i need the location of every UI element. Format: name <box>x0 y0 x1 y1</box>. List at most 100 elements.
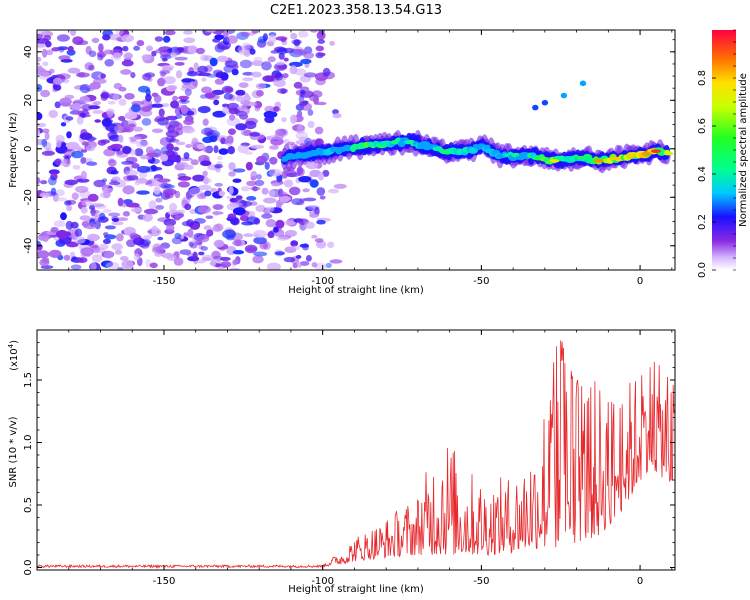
noise-cell <box>185 144 192 148</box>
noise-cell <box>262 75 275 82</box>
noise-cell <box>235 195 243 200</box>
noise-cell <box>276 61 285 66</box>
noise-cell <box>186 71 198 77</box>
noise-cell <box>283 256 296 263</box>
noise-cell <box>218 190 226 197</box>
signal-band <box>280 130 674 174</box>
noise-cell <box>176 141 186 146</box>
noise-cell <box>219 256 231 261</box>
noise-cell <box>317 39 326 44</box>
noise-cell <box>133 253 140 261</box>
noise-cell <box>151 128 164 134</box>
noise-cell <box>267 206 275 212</box>
x-tick-label: 0 <box>637 576 643 587</box>
noise-cell <box>313 95 319 105</box>
noise-cell <box>188 242 195 247</box>
noise-cell <box>134 148 144 157</box>
noise-cell <box>161 64 175 70</box>
noise-cell <box>120 256 129 261</box>
noise-cell <box>189 187 203 196</box>
noise-cell <box>322 169 330 177</box>
noise-cell <box>261 187 269 195</box>
noise-cell <box>50 187 57 196</box>
noise-cell <box>37 33 43 39</box>
noise-cell <box>233 168 246 173</box>
noise-cell <box>232 259 239 265</box>
noise-cell <box>290 114 297 124</box>
noise-cell <box>275 72 284 81</box>
noise-cell <box>126 174 139 181</box>
noise-cell <box>176 209 186 215</box>
noise-cell <box>212 69 224 76</box>
y-tick-label: 1.0 <box>23 435 34 451</box>
noise-cell <box>280 88 287 94</box>
noise-cell <box>145 258 151 268</box>
noise-cell <box>271 182 281 187</box>
x-tick-label: -50 <box>473 276 489 287</box>
noise-cell <box>55 134 65 144</box>
noise-cell <box>121 60 134 67</box>
noise-cell <box>202 118 209 126</box>
noise-cell <box>192 174 206 182</box>
noise-cell <box>88 64 95 71</box>
noise-cell <box>232 178 242 183</box>
noise-cell <box>243 233 254 238</box>
noise-cell <box>80 247 94 256</box>
noise-cell <box>48 249 62 258</box>
noise-cell <box>76 178 90 183</box>
noise-cell <box>310 30 318 33</box>
noise-cell <box>255 82 267 90</box>
noise-cell <box>235 89 246 96</box>
noise-cell <box>303 221 315 229</box>
noise-cell <box>128 136 142 141</box>
noise-cell <box>70 30 77 36</box>
noise-cell <box>90 203 105 208</box>
noise-cell <box>201 77 207 82</box>
noise-cell <box>184 203 192 211</box>
noise-cell <box>132 126 143 132</box>
noise-cell <box>155 197 163 203</box>
noise-cell <box>290 32 298 40</box>
noise-cell <box>184 164 194 170</box>
top-y-ticks: 40 20 0 -20 -40 <box>23 39 675 271</box>
noise-cell <box>80 253 91 258</box>
noise-cell <box>136 190 150 195</box>
noise-cell <box>186 110 195 116</box>
noise-cell <box>244 120 257 130</box>
noise-cell <box>130 149 137 157</box>
noise-cell <box>292 48 306 56</box>
noise-cell <box>190 159 199 166</box>
noise-cell <box>255 90 264 97</box>
noise-cell <box>105 261 120 270</box>
noise-cell <box>121 160 134 165</box>
noise-cell <box>204 92 216 99</box>
noise-cell <box>198 251 205 256</box>
noise-cell <box>98 43 104 53</box>
noise-cell <box>220 137 226 145</box>
noise-cell <box>63 154 72 159</box>
colorbar-tick-label: 0.2 <box>697 214 708 230</box>
colorbar-tick-label: 0.0 <box>697 262 708 278</box>
noise-cell <box>183 152 190 160</box>
noise-cell <box>197 65 209 74</box>
noise-cell <box>48 109 58 119</box>
noise-cell <box>142 73 152 81</box>
noise-cell <box>131 163 140 169</box>
noise-cell <box>181 83 190 89</box>
noise-cell <box>79 83 91 94</box>
noise-cell <box>200 160 212 167</box>
noise-cell <box>183 118 195 126</box>
noise-cell <box>283 57 289 62</box>
noise-cell <box>124 93 135 100</box>
top-y-axis-label: Frequency (Hz) <box>8 112 19 188</box>
noise-cell <box>315 45 324 52</box>
noise-cell <box>167 210 180 215</box>
noise-cell <box>151 92 159 98</box>
noise-cell <box>300 58 312 65</box>
colorbar-gradient <box>712 30 736 270</box>
noise-cell <box>244 244 258 254</box>
noise-cell <box>114 249 122 255</box>
noise-cell <box>195 259 206 264</box>
noise-cell <box>290 240 299 247</box>
noise-cell <box>48 169 60 175</box>
